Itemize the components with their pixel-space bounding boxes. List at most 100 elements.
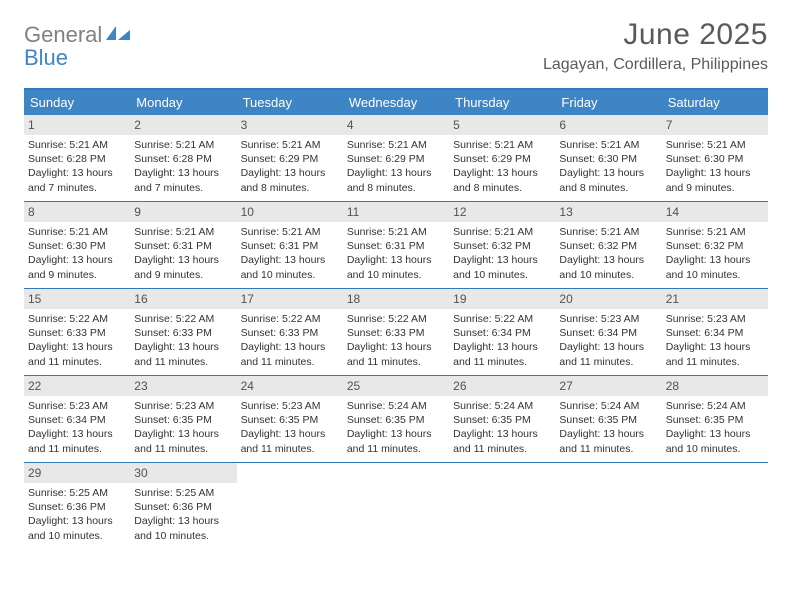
day-number: 8 — [24, 202, 130, 222]
day-number: 30 — [130, 463, 236, 483]
daylight-text: Daylight: 13 hours — [241, 253, 339, 267]
sunset-text: Sunset: 6:35 PM — [347, 413, 445, 427]
daylight-text: and 10 minutes. — [347, 268, 445, 282]
daylight-text: and 11 minutes. — [347, 442, 445, 456]
day-number: 24 — [237, 376, 343, 396]
sunrise-text: Sunrise: 5:24 AM — [347, 399, 445, 413]
week-row: 8Sunrise: 5:21 AMSunset: 6:30 PMDaylight… — [24, 202, 768, 289]
sunrise-text: Sunrise: 5:21 AM — [453, 138, 551, 152]
day-cell: 3Sunrise: 5:21 AMSunset: 6:29 PMDaylight… — [237, 115, 343, 201]
daylight-text: and 11 minutes. — [28, 355, 126, 369]
day-number: 27 — [555, 376, 661, 396]
sunset-text: Sunset: 6:33 PM — [134, 326, 232, 340]
location: Lagayan, Cordillera, Philippines — [543, 56, 768, 74]
daylight-text: and 11 minutes. — [666, 355, 764, 369]
daylight-text: Daylight: 13 hours — [241, 427, 339, 441]
sunrise-text: Sunrise: 5:24 AM — [453, 399, 551, 413]
logo-text-blue: Blue — [24, 45, 68, 70]
day-number: 22 — [24, 376, 130, 396]
daylight-text: Daylight: 13 hours — [347, 340, 445, 354]
day-number: 20 — [555, 289, 661, 309]
day-cell: 12Sunrise: 5:21 AMSunset: 6:32 PMDayligh… — [449, 202, 555, 288]
daylight-text: Daylight: 13 hours — [28, 427, 126, 441]
daylight-text: Daylight: 13 hours — [453, 166, 551, 180]
day-cell: 22Sunrise: 5:23 AMSunset: 6:34 PMDayligh… — [24, 376, 130, 462]
day-number: 11 — [343, 202, 449, 222]
sunrise-text: Sunrise: 5:21 AM — [28, 225, 126, 239]
day-cell: 18Sunrise: 5:22 AMSunset: 6:33 PMDayligh… — [343, 289, 449, 375]
sunset-text: Sunset: 6:35 PM — [666, 413, 764, 427]
sunrise-text: Sunrise: 5:21 AM — [666, 138, 764, 152]
daylight-text: Daylight: 13 hours — [559, 427, 657, 441]
weekday-header: Monday — [130, 90, 236, 115]
day-cell: 24Sunrise: 5:23 AMSunset: 6:35 PMDayligh… — [237, 376, 343, 462]
sunrise-text: Sunrise: 5:25 AM — [134, 486, 232, 500]
sunset-text: Sunset: 6:32 PM — [559, 239, 657, 253]
sunset-text: Sunset: 6:31 PM — [134, 239, 232, 253]
day-cell: 7 Sunrise: 5:21 AMSunset: 6:30 PMDaylight… — [662, 115, 768, 201]
week-row: 29Sunrise: 5:25 AMSunset: 6:36 PMDayligh… — [24, 463, 768, 549]
calendar: Sunday Monday Tuesday Wednesday Thursday… — [24, 88, 768, 549]
daylight-text: and 11 minutes. — [241, 442, 339, 456]
daylight-text: Daylight: 13 hours — [134, 340, 232, 354]
daylight-text: Daylight: 13 hours — [347, 253, 445, 267]
sunrise-text: Sunrise: 5:21 AM — [28, 138, 126, 152]
daylight-text: and 11 minutes. — [559, 355, 657, 369]
daylight-text: Daylight: 13 hours — [666, 166, 764, 180]
daylight-text: and 8 minutes. — [559, 181, 657, 195]
daylight-text: Daylight: 13 hours — [241, 340, 339, 354]
daylight-text: Daylight: 13 hours — [28, 514, 126, 528]
day-number: 13 — [555, 202, 661, 222]
daylight-text: and 11 minutes. — [241, 355, 339, 369]
sunrise-text: Sunrise: 5:21 AM — [241, 138, 339, 152]
daylight-text: Daylight: 13 hours — [134, 427, 232, 441]
day-number: 3 — [237, 115, 343, 135]
day-number: 9 — [130, 202, 236, 222]
daylight-text: and 9 minutes. — [28, 268, 126, 282]
day-cell: 13Sunrise: 5:21 AMSunset: 6:32 PMDayligh… — [555, 202, 661, 288]
weekday-header: Thursday — [449, 90, 555, 115]
day-number: 12 — [449, 202, 555, 222]
sunset-text: Sunset: 6:33 PM — [28, 326, 126, 340]
day-number: 10 — [237, 202, 343, 222]
sunrise-text: Sunrise: 5:24 AM — [666, 399, 764, 413]
day-number: 28 — [662, 376, 768, 396]
sunrise-text: Sunrise: 5:21 AM — [347, 138, 445, 152]
week-row: 15Sunrise: 5:22 AMSunset: 6:33 PMDayligh… — [24, 289, 768, 376]
weekday-header: Saturday — [662, 90, 768, 115]
daylight-text: Daylight: 13 hours — [559, 166, 657, 180]
sunrise-text: Sunrise: 5:21 AM — [559, 225, 657, 239]
sunset-text: Sunset: 6:35 PM — [453, 413, 551, 427]
sunset-text: Sunset: 6:30 PM — [666, 152, 764, 166]
sunset-text: Sunset: 6:35 PM — [559, 413, 657, 427]
sunrise-text: Sunrise: 5:22 AM — [453, 312, 551, 326]
sunrise-text: Sunrise: 5:21 AM — [453, 225, 551, 239]
sunrise-text: Sunrise: 5:22 AM — [134, 312, 232, 326]
day-number: 14 — [662, 202, 768, 222]
daylight-text: and 11 minutes. — [134, 355, 232, 369]
day-number: 23 — [130, 376, 236, 396]
sunrise-text: Sunrise: 5:24 AM — [559, 399, 657, 413]
daylight-text: and 10 minutes. — [559, 268, 657, 282]
day-number: 7 — [662, 115, 768, 135]
daylight-text: Daylight: 13 hours — [453, 253, 551, 267]
day-number: 19 — [449, 289, 555, 309]
empty-cell — [237, 463, 343, 549]
daylight-text: and 8 minutes. — [241, 181, 339, 195]
sunset-text: Sunset: 6:35 PM — [241, 413, 339, 427]
daylight-text: and 11 minutes. — [134, 442, 232, 456]
daylight-text: Daylight: 13 hours — [28, 340, 126, 354]
month-title: June 2025 — [543, 18, 768, 52]
logo-sail-icon — [104, 29, 132, 46]
day-number: 18 — [343, 289, 449, 309]
sunrise-text: Sunrise: 5:23 AM — [559, 312, 657, 326]
sunset-text: Sunset: 6:29 PM — [453, 152, 551, 166]
daylight-text: and 11 minutes. — [453, 442, 551, 456]
empty-cell — [662, 463, 768, 549]
sunrise-text: Sunrise: 5:23 AM — [134, 399, 232, 413]
sunrise-text: Sunrise: 5:21 AM — [134, 225, 232, 239]
day-number: 29 — [24, 463, 130, 483]
day-number: 5 — [449, 115, 555, 135]
sunset-text: Sunset: 6:33 PM — [347, 326, 445, 340]
day-cell: 8Sunrise: 5:21 AMSunset: 6:30 PMDaylight… — [24, 202, 130, 288]
